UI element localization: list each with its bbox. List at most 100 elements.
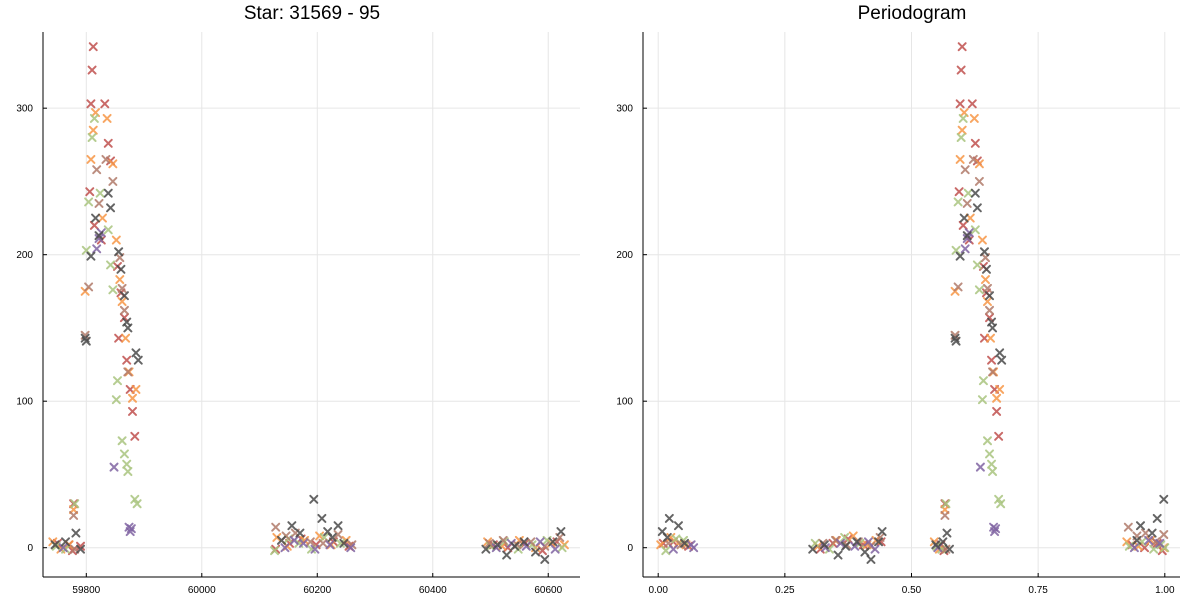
data-point [85, 187, 95, 197]
data-point [941, 499, 951, 509]
data-point [955, 99, 965, 109]
data-point [131, 348, 141, 358]
data-point [968, 154, 978, 164]
data-point [89, 113, 99, 123]
data-point [987, 355, 997, 365]
data-point [1135, 521, 1145, 531]
data-point [119, 313, 129, 323]
data-point [944, 544, 954, 554]
data-point [942, 528, 952, 538]
data-point [86, 251, 96, 261]
data-point [305, 537, 315, 547]
axes [642, 32, 1180, 578]
data-point [86, 99, 96, 109]
tick-labels: 59800 60000 60200 60400 60600 0 100 200 300 [16, 104, 562, 596]
data-point [1141, 528, 1151, 538]
data-point [557, 543, 567, 553]
data-point [863, 537, 873, 547]
data-point [126, 524, 136, 534]
data-point [992, 406, 1002, 416]
data-point [131, 384, 141, 394]
y-tick-label: 300 [16, 104, 33, 115]
data-point [272, 532, 282, 542]
data-point [958, 220, 968, 230]
grid-lines [43, 32, 580, 577]
data-point [481, 544, 491, 554]
data-point [88, 42, 98, 52]
data-point [974, 176, 984, 186]
data-point [951, 336, 961, 346]
data-point [128, 393, 137, 403]
y-tick-label: 0 [27, 543, 33, 554]
data-point [339, 538, 349, 548]
data-point [94, 234, 104, 244]
data-point [103, 138, 113, 148]
data-point [70, 499, 80, 509]
data-point [298, 538, 308, 548]
data-point [962, 198, 972, 208]
data-point [870, 544, 880, 554]
data-point [92, 165, 102, 175]
data-point [112, 376, 122, 386]
data-point [841, 541, 851, 551]
data-point [960, 165, 970, 175]
data-point [309, 494, 319, 504]
data-point [673, 521, 683, 531]
data-point [985, 313, 995, 323]
data-point [510, 541, 520, 551]
x-tick-label: 0.00 [648, 585, 668, 596]
data-point [940, 510, 950, 520]
data-point [957, 125, 967, 135]
data-point [280, 543, 290, 553]
x-tick-label: 0.75 [1028, 585, 1048, 596]
data-point [994, 431, 1004, 441]
data-point [130, 494, 140, 504]
data-point [1144, 535, 1154, 545]
data-point [117, 283, 127, 293]
data-point [956, 65, 966, 75]
data-point [132, 499, 142, 509]
data-point [1123, 522, 1133, 532]
x-tick-label: 60000 [188, 585, 216, 596]
data-point [977, 395, 987, 405]
data-point [985, 291, 995, 301]
data-point [995, 384, 1005, 394]
data-point [972, 203, 982, 213]
data-point [860, 547, 870, 557]
data-point [61, 537, 71, 547]
data-point [502, 550, 512, 560]
data-point [117, 297, 127, 307]
data-point [979, 247, 989, 257]
data-point [276, 535, 286, 545]
data-point [953, 282, 963, 292]
data-point [108, 285, 118, 295]
data-point [106, 203, 116, 213]
data-point [975, 462, 985, 472]
data-point [988, 467, 998, 477]
data-point [974, 285, 984, 295]
data-point [100, 99, 110, 109]
data-point [938, 537, 948, 547]
data-point [1159, 530, 1169, 540]
data-point [985, 305, 995, 315]
tick-labels: 0.00 0.25 0.50 0.75 1.00 0 100 200 300 [616, 104, 1175, 596]
data-point [970, 188, 980, 198]
data-point [994, 494, 1004, 504]
data-point [954, 187, 964, 197]
data-point [103, 225, 113, 235]
y-tick-label: 200 [616, 250, 633, 261]
data-point [333, 521, 343, 531]
data-point [1159, 494, 1169, 504]
data-point [988, 367, 998, 377]
x-tick-label: 60600 [534, 585, 562, 596]
data-point [974, 159, 984, 169]
periodogram-panel: 0.00 0.25 0.50 0.75 1.00 0 100 200 300 Periodogr… [616, 3, 1180, 596]
data-point [661, 546, 671, 556]
data-point [325, 540, 335, 550]
data-point [87, 65, 97, 75]
data-point [133, 355, 143, 365]
data-point [492, 540, 502, 550]
data-point [108, 159, 118, 169]
data-point [295, 528, 305, 538]
